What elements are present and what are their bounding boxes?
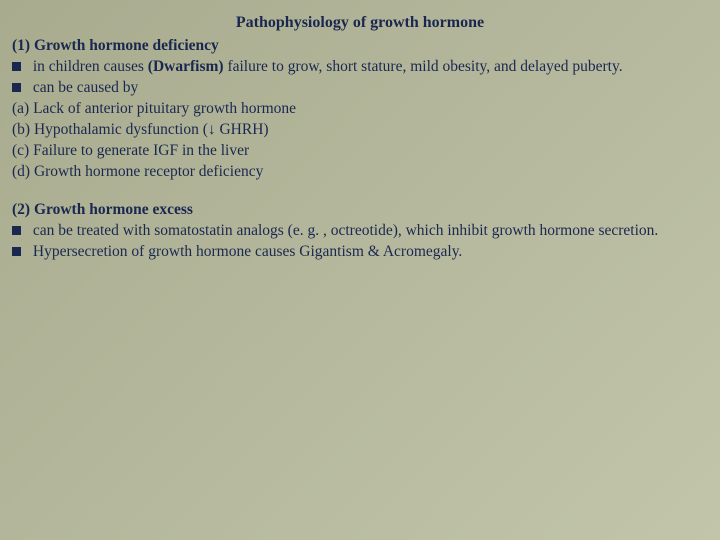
section2-bullet1: can be treated with somatostatin analogs…	[12, 221, 708, 242]
section1-item-b: (b) Hypothalamic dysfunction (↓ GHRH)	[12, 120, 708, 141]
section1-bullet2-text: can be caused by	[33, 79, 138, 96]
section1-item-c: (c) Failure to generate IGF in the liver	[12, 141, 708, 162]
section1-bullet1-text-a: in children causes	[33, 58, 148, 75]
section1-bullet1: in children causes (Dwarfism) failure to…	[12, 57, 708, 78]
dwarfism-bold: (Dwarfism)	[148, 58, 224, 75]
section2-bullet1-text: can be treated with somatostatin analogs…	[33, 222, 658, 239]
section1-bullet1-text-c: failure to grow, short stature, mild obe…	[224, 58, 623, 75]
section2-bullet2-text: Hypersecretion of growth hormone causes …	[33, 243, 462, 260]
square-bullet-icon	[12, 83, 21, 92]
page-title: Pathophysiology of growth hormone	[12, 14, 708, 32]
section1-item-a: (a) Lack of anterior pituitary growth ho…	[12, 99, 708, 120]
section1-heading: (1) Growth hormone deficiency	[12, 36, 708, 57]
section1-item-d: (d) Growth hormone receptor deficiency	[12, 162, 708, 183]
section1-bullet2: can be caused by	[12, 78, 708, 99]
square-bullet-icon	[12, 226, 21, 235]
section2-heading: (2) Growth hormone excess	[12, 200, 708, 221]
square-bullet-icon	[12, 247, 21, 256]
square-bullet-icon	[12, 62, 21, 71]
section2-bullet2: Hypersecretion of growth hormone causes …	[12, 242, 708, 263]
section-spacer	[12, 182, 708, 200]
